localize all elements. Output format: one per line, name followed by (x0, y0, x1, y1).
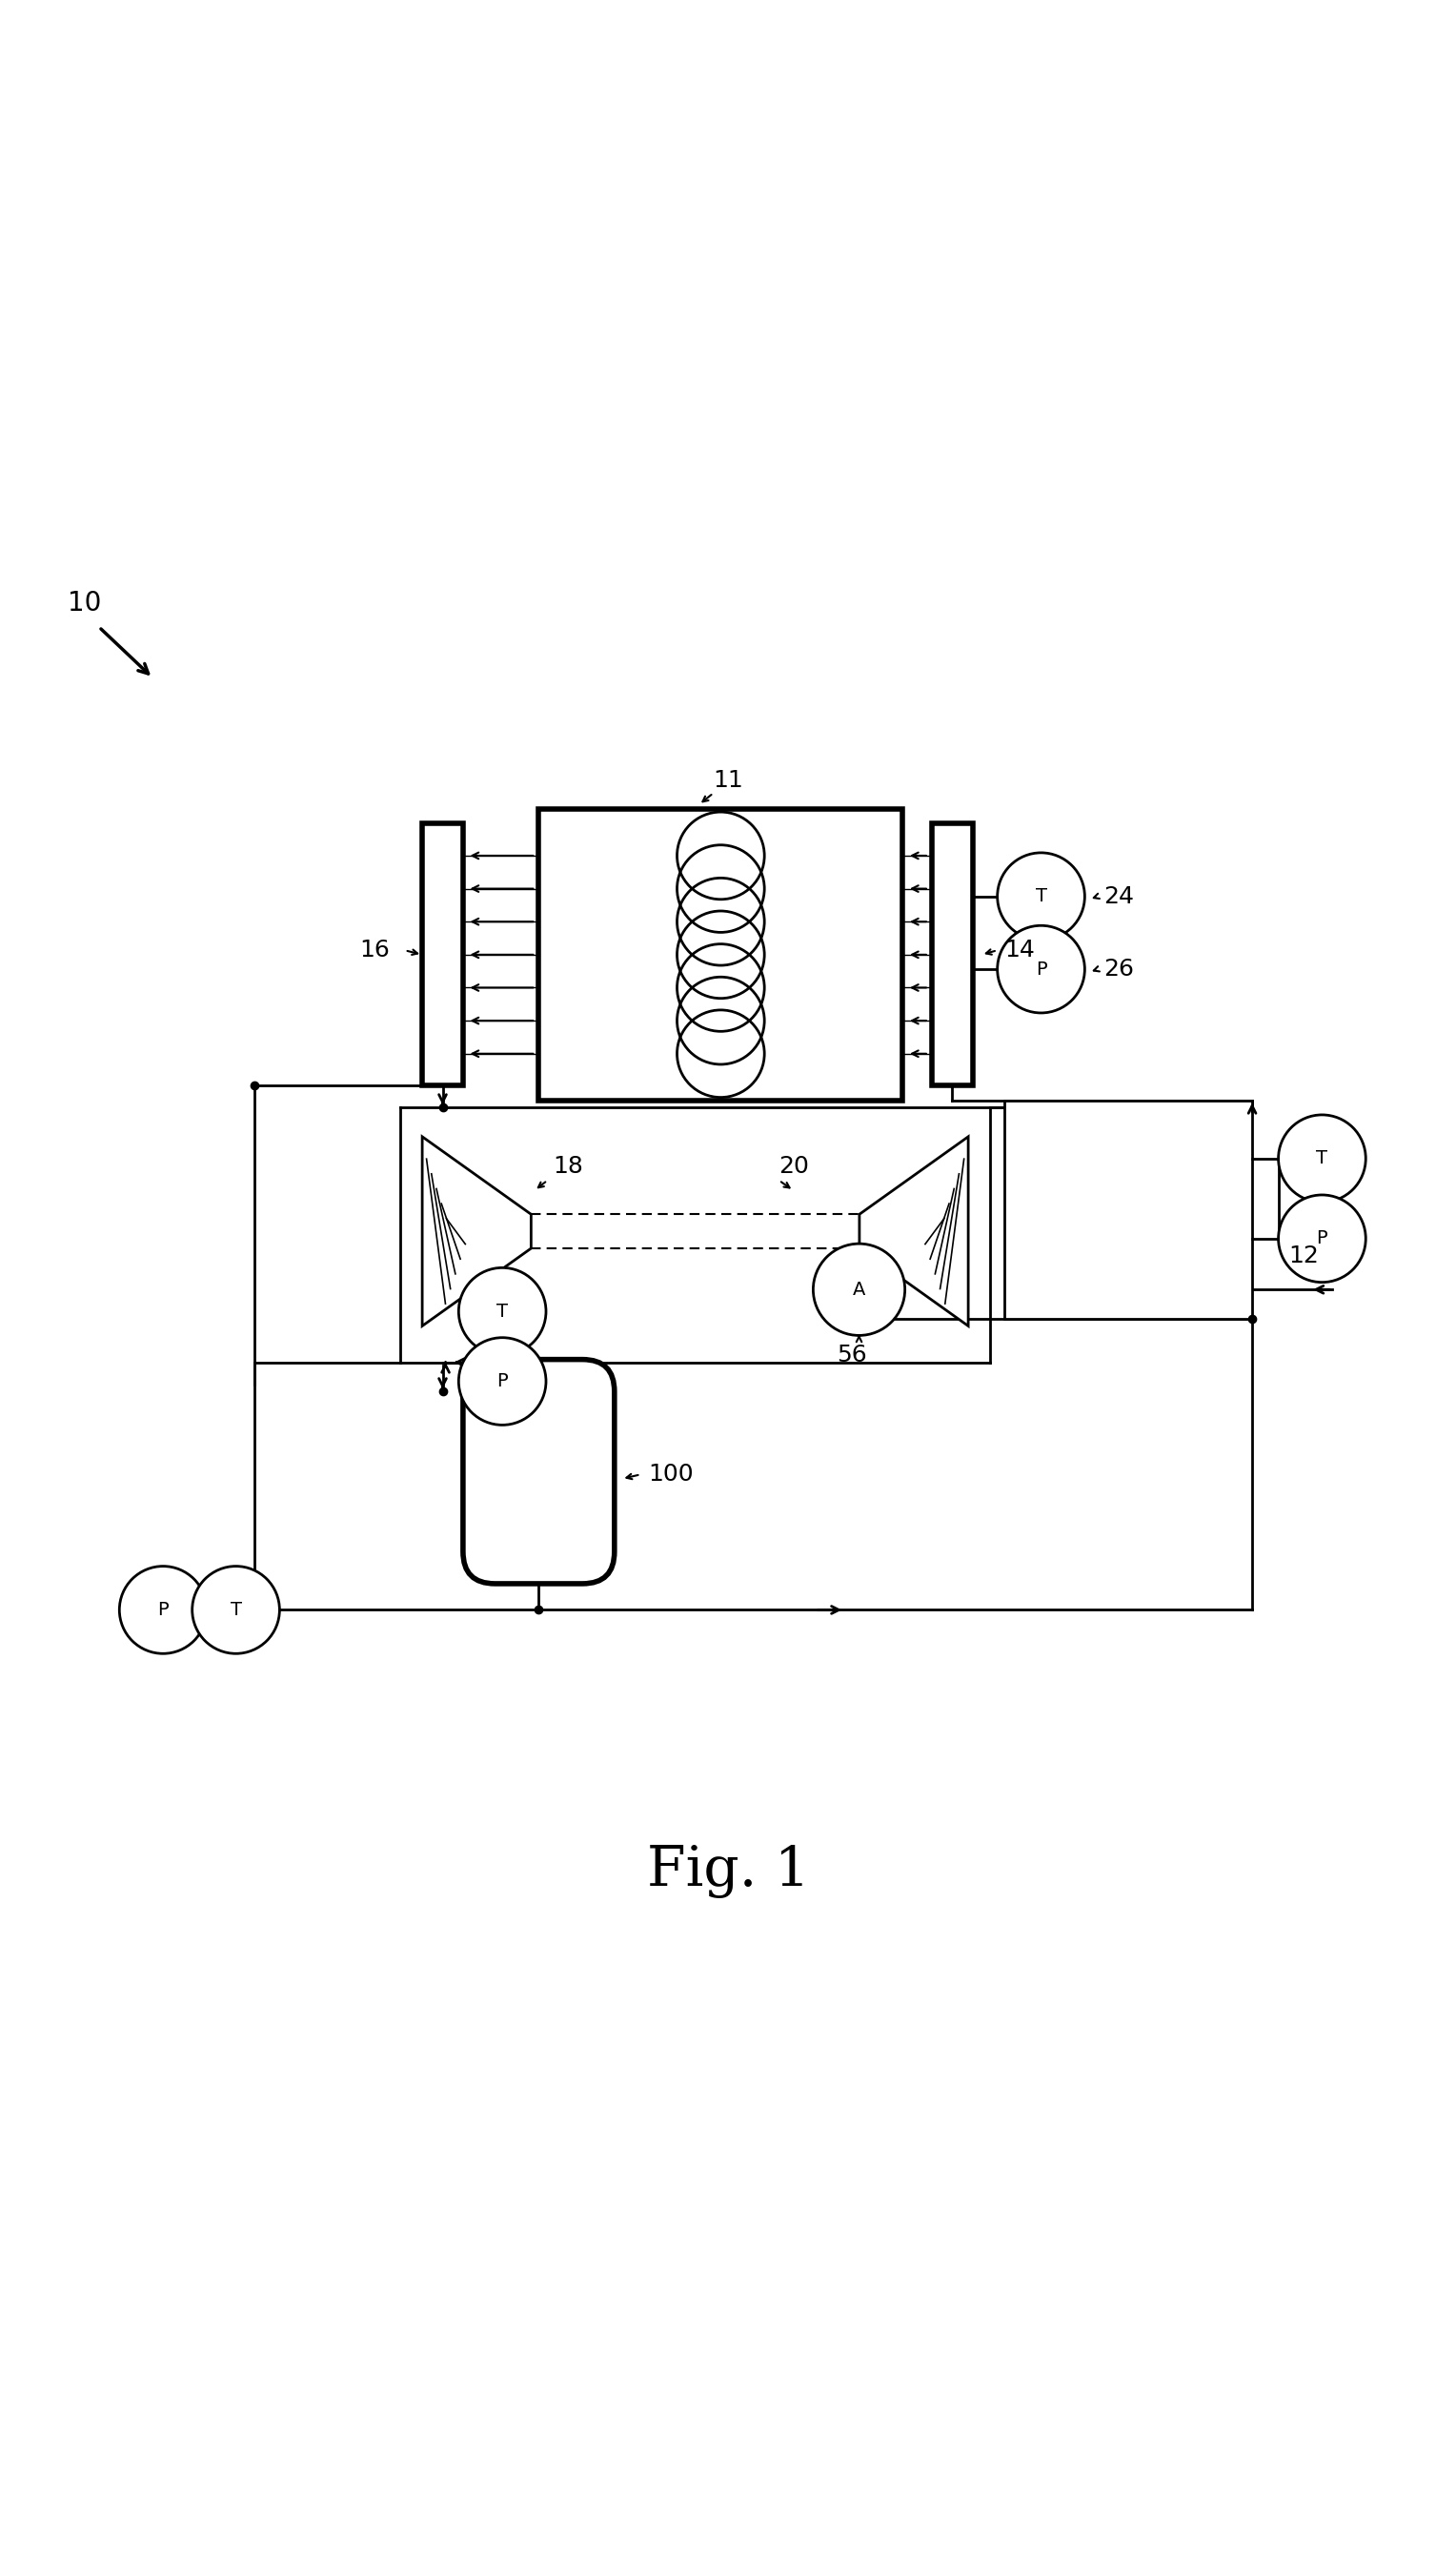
Text: T: T (1316, 1150, 1328, 1168)
Circle shape (459, 1267, 546, 1354)
Text: T: T (1035, 887, 1047, 905)
Text: 14: 14 (1005, 938, 1035, 961)
FancyBboxPatch shape (463, 1359, 614, 1584)
Text: 26: 26 (1104, 959, 1134, 982)
Bar (539, 808, 903, 1099)
Text: 56: 56 (837, 1344, 866, 1367)
Bar (422, 824, 463, 1086)
Text: 18: 18 (553, 1155, 584, 1178)
Text: P: P (1316, 1229, 1328, 1247)
Text: 11: 11 (713, 768, 744, 790)
Circle shape (997, 926, 1085, 1012)
Polygon shape (859, 1137, 968, 1326)
Circle shape (459, 1339, 546, 1425)
Polygon shape (422, 1137, 531, 1326)
Text: T: T (496, 1303, 508, 1321)
Text: 12: 12 (1289, 1244, 1319, 1267)
Circle shape (1278, 1114, 1366, 1201)
Text: P: P (157, 1601, 169, 1619)
Text: 20: 20 (779, 1155, 810, 1178)
Text: T: T (230, 1601, 242, 1619)
Text: 10: 10 (67, 589, 102, 617)
Text: 24: 24 (1104, 885, 1134, 908)
Bar (932, 824, 973, 1086)
Text: 100: 100 (648, 1464, 693, 1487)
Text: A: A (853, 1280, 865, 1298)
Bar (1005, 1099, 1252, 1318)
Text: P: P (496, 1372, 508, 1390)
Text: 16: 16 (360, 938, 390, 961)
Circle shape (812, 1244, 904, 1336)
Text: Fig. 1: Fig. 1 (646, 1846, 810, 1900)
Circle shape (192, 1566, 280, 1652)
Circle shape (1278, 1196, 1366, 1283)
Circle shape (997, 852, 1085, 941)
Circle shape (119, 1566, 207, 1652)
Text: P: P (1035, 961, 1047, 979)
